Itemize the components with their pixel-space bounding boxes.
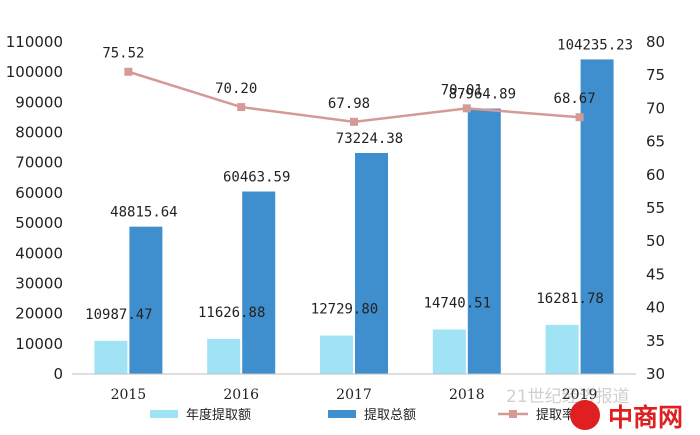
bar xyxy=(207,338,241,374)
bar-data-label: 16281.78 xyxy=(536,291,603,307)
bar-data-label: 14740.51 xyxy=(424,296,491,312)
bar xyxy=(355,152,388,374)
y-left-tick-label: 30000 xyxy=(15,274,63,292)
bar-data-label: 73224.38 xyxy=(336,131,403,147)
legend-label: 提取总额 xyxy=(364,407,416,423)
bar-data-label: 104235.23 xyxy=(557,37,633,53)
legend-label: 年度提取额 xyxy=(186,407,251,423)
y-right-tick-label: 75 xyxy=(646,66,665,84)
bar xyxy=(320,335,353,374)
y-right-tick-label: 55 xyxy=(646,199,665,217)
line-point xyxy=(124,67,133,76)
y-left-tick-label: 70000 xyxy=(15,154,63,172)
line-data-label: 67.98 xyxy=(328,96,370,112)
watermark-site: 21世纪经济报道 xyxy=(506,387,630,407)
y-right-tick-label: 60 xyxy=(646,166,665,184)
y-left-tick-label: 20000 xyxy=(15,305,63,323)
legend-swatch xyxy=(150,410,178,418)
y-left-tick-label: 40000 xyxy=(15,244,63,262)
bar xyxy=(432,329,466,374)
y-left-tick-label: 110000 xyxy=(6,33,63,51)
line-data-label: 68.67 xyxy=(554,91,596,107)
y-right-tick-label: 30 xyxy=(646,365,665,383)
y-left-tick-label: 100000 xyxy=(6,63,63,81)
bar xyxy=(580,59,614,375)
y-right-tick-label: 65 xyxy=(646,133,665,151)
y-right-tick-label: 80 xyxy=(646,33,665,51)
line-point xyxy=(462,104,471,113)
y-left-tick-label: 50000 xyxy=(15,214,63,232)
bar xyxy=(129,226,163,374)
bar-data-label: 10987.47 xyxy=(85,307,152,323)
zhongshang-logo-icon xyxy=(570,400,600,430)
x-tick-label: 2016 xyxy=(223,387,259,403)
y-right-tick-label: 45 xyxy=(646,265,665,283)
x-tick-label: 2019 xyxy=(562,387,598,403)
legend-swatch xyxy=(328,410,356,418)
legend-label: 提取率 xyxy=(536,407,575,423)
line-point xyxy=(350,117,358,126)
y-left-tick-label: 10000 xyxy=(15,335,63,353)
y-right-tick-label: 35 xyxy=(646,332,665,350)
y-right-tick-label: 70 xyxy=(646,99,665,117)
bar-data-label: 11626.88 xyxy=(198,305,265,321)
y-right-tick-label: 40 xyxy=(646,299,665,317)
y-axis-left: 0 10000 20000 30000 40000 50000 60000 70000 8000… xyxy=(6,33,63,383)
x-tick-label: 2018 xyxy=(449,387,485,403)
legend-line-marker xyxy=(509,410,517,418)
y-axis-right: 30 35 40 45 50 55 60 65 70 75 80 xyxy=(646,33,665,383)
bar xyxy=(94,340,128,374)
y-left-tick-label: 60000 xyxy=(15,184,63,202)
bar-series xyxy=(94,59,614,375)
line-data-label: 70.20 xyxy=(215,81,257,97)
watermark-brand-text: 中商网 xyxy=(608,403,684,432)
line-point xyxy=(237,103,246,112)
y-left-tick-label: 90000 xyxy=(15,93,63,111)
line-series xyxy=(124,67,584,126)
bar-data-label: 48815.64 xyxy=(110,205,177,221)
y-right-tick-label: 50 xyxy=(646,232,665,250)
x-axis: 2015 2016 2017 2018 2019 xyxy=(72,373,636,403)
line-data-label: 70.01 xyxy=(441,82,483,98)
bar xyxy=(467,108,501,374)
bar xyxy=(545,324,579,374)
x-tick-label: 2015 xyxy=(111,387,147,403)
bar-data-label: 87964.89 xyxy=(449,87,516,103)
y-left-tick-label: 0 xyxy=(53,365,63,383)
y-left-tick-label: 80000 xyxy=(15,124,63,142)
watermark-brand: 中商网 xyxy=(570,398,684,434)
bar-data-label: 60463.59 xyxy=(223,170,290,186)
line-point xyxy=(575,113,584,122)
data-labels: 10987.47 48815.64 75.52 11626.88 60463.59 70.… xyxy=(85,37,633,322)
line-data-label: 75.52 xyxy=(102,46,144,62)
bar-data-label: 12729.80 xyxy=(311,302,378,318)
bar xyxy=(242,191,276,374)
legend: 年度提取额 提取总额 提取率 xyxy=(150,407,575,423)
x-tick-label: 2017 xyxy=(336,387,372,403)
